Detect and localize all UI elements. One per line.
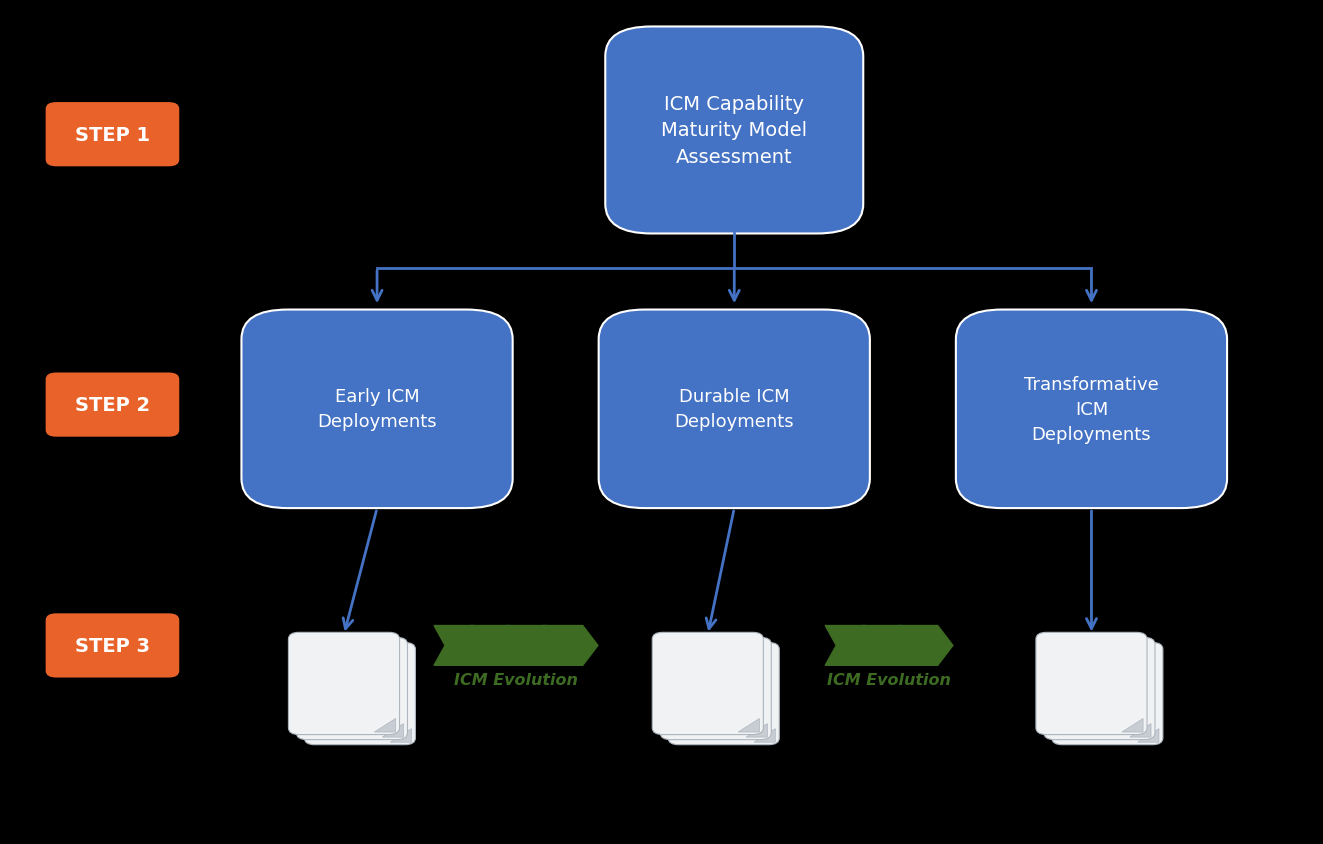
FancyBboxPatch shape [45,103,180,167]
Polygon shape [861,625,917,666]
FancyBboxPatch shape [45,373,180,437]
Polygon shape [826,625,881,666]
Polygon shape [738,718,759,732]
FancyBboxPatch shape [1052,643,1163,745]
Text: Transformative
ICM
Deployments: Transformative ICM Deployments [1024,376,1159,443]
FancyBboxPatch shape [606,28,864,235]
Text: Early ICM
Deployments: Early ICM Deployments [318,388,437,430]
FancyBboxPatch shape [652,633,763,734]
Polygon shape [542,625,598,666]
Polygon shape [754,729,775,743]
Polygon shape [746,723,767,738]
Polygon shape [374,718,396,732]
Text: STEP 1: STEP 1 [75,126,149,144]
Polygon shape [382,723,404,738]
FancyBboxPatch shape [296,638,407,739]
FancyBboxPatch shape [668,643,779,745]
Text: STEP 2: STEP 2 [75,396,149,414]
Polygon shape [1122,718,1143,732]
Text: ICM Capability
Maturity Model
Assessment: ICM Capability Maturity Model Assessment [662,95,807,167]
FancyBboxPatch shape [660,638,771,739]
FancyBboxPatch shape [45,614,180,678]
FancyBboxPatch shape [955,311,1226,508]
Polygon shape [470,625,525,666]
FancyBboxPatch shape [1036,633,1147,734]
FancyBboxPatch shape [241,311,512,508]
FancyBboxPatch shape [1044,638,1155,739]
Polygon shape [507,625,562,666]
Text: ICM Evolution: ICM Evolution [827,672,951,687]
Polygon shape [1130,723,1151,738]
Polygon shape [897,625,953,666]
Polygon shape [390,729,411,743]
Text: STEP 3: STEP 3 [75,636,149,655]
Text: Durable ICM
Deployments: Durable ICM Deployments [675,388,794,430]
FancyBboxPatch shape [599,311,871,508]
Text: ICM Evolution: ICM Evolution [454,672,578,687]
Polygon shape [434,625,490,666]
FancyBboxPatch shape [288,633,400,734]
FancyBboxPatch shape [304,643,415,745]
Polygon shape [1138,729,1159,743]
